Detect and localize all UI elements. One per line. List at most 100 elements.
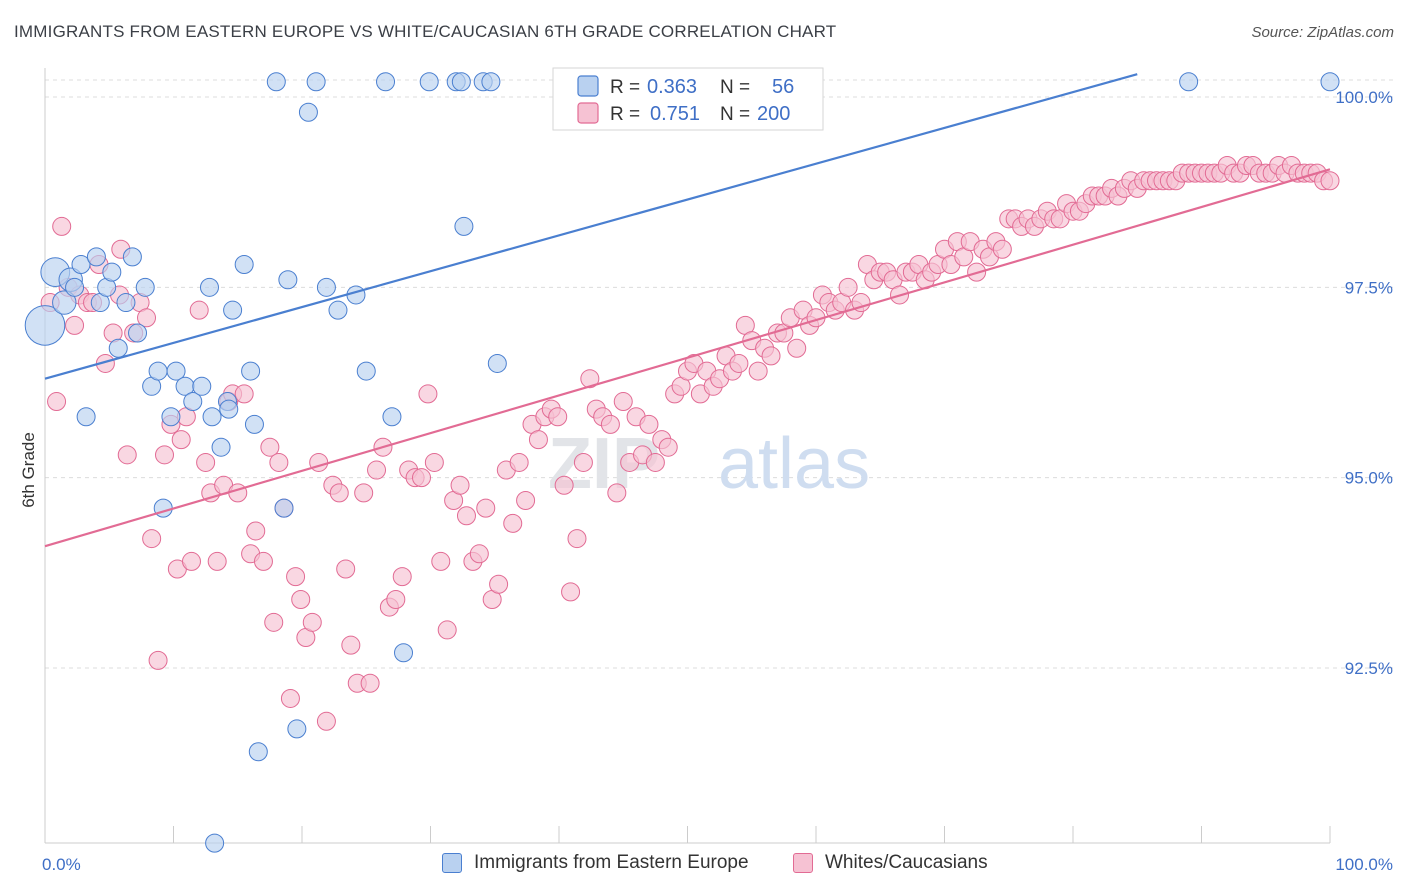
eastern-europe-point-34	[248, 742, 268, 762]
y-axis-label: 6th Grade	[19, 432, 38, 508]
whites-point-58	[386, 589, 406, 609]
eastern-europe-point-26	[205, 833, 225, 853]
whites-point-92	[607, 483, 627, 503]
whites-point-72	[476, 498, 496, 518]
legend-n-label-blue: N =	[720, 77, 750, 98]
eastern-europe-point-20	[166, 361, 186, 381]
whites-point-55	[367, 460, 387, 480]
whites-point-100	[658, 437, 678, 457]
legend-swatch-pink	[577, 102, 599, 124]
eastern-europe-point-53	[481, 72, 501, 92]
chart-title: IMMIGRANTS FROM EASTERN EUROPE VS WHITE/…	[14, 22, 837, 41]
whites-point-91	[600, 414, 620, 434]
whites-point-77	[509, 452, 529, 472]
whites-point-80	[528, 430, 548, 450]
whites-point-32	[228, 483, 248, 503]
whites-point-45	[302, 612, 322, 632]
legend-r-label-blue: R =	[610, 77, 640, 98]
whites-point-63	[418, 384, 438, 404]
eastern-europe-point-31	[234, 254, 254, 274]
eastern-europe-point-27	[211, 437, 231, 457]
eastern-europe-point-13	[122, 247, 142, 267]
eastern-europe-point-29	[219, 399, 239, 419]
whites-point-51	[341, 635, 361, 655]
eastern-europe-point-23	[192, 376, 212, 396]
x-tick-label-0: 0.0%	[42, 855, 81, 874]
whites-point-2	[52, 216, 72, 236]
whites-point-116	[761, 346, 781, 366]
whites-point-114	[748, 361, 768, 381]
whites-point-120	[787, 338, 807, 358]
legend-item-eastern-europe: Immigrants from Eastern Europe	[442, 852, 749, 874]
eastern-europe-trend-line	[44, 73, 1138, 380]
whites-point-33	[234, 384, 254, 404]
whites-point-53	[354, 483, 374, 503]
eastern-europe-point-7	[86, 247, 106, 267]
whites-point-39	[269, 452, 289, 472]
whites-point-97	[639, 414, 659, 434]
whites-point-25	[189, 300, 209, 320]
whites-point-62	[412, 468, 432, 488]
legend-swatch-eastern-europe	[442, 853, 462, 873]
whites-point-4	[65, 315, 85, 335]
whites-point-38	[264, 612, 284, 632]
whites-point-19	[155, 445, 175, 465]
eastern-europe-point-56	[1320, 72, 1340, 92]
y-tick-label-0: 92.5%	[1345, 659, 1393, 678]
eastern-europe-point-45	[376, 72, 396, 92]
watermark: ZIP atlas	[548, 424, 870, 504]
eastern-europe-point-35	[266, 72, 286, 92]
eastern-europe-point-44	[356, 361, 376, 381]
eastern-europe-point-38	[287, 719, 307, 739]
y-tick-label-1: 95.0%	[1345, 469, 1393, 488]
trend-lines	[44, 73, 1331, 548]
y-tick-labels: 92.5% 95.0% 97.5% 100.0%	[1335, 88, 1393, 678]
whites-point-59	[392, 567, 412, 587]
whites-point-18	[148, 650, 168, 670]
eastern-europe-point-4	[65, 277, 85, 297]
eastern-europe-point-25	[202, 407, 222, 427]
whites-point-41	[280, 688, 300, 708]
eastern-europe-point-0	[24, 305, 66, 346]
whites-point-203	[1320, 171, 1340, 191]
whites-point-35	[246, 521, 266, 541]
eastern-europe-point-14	[128, 323, 148, 343]
eastern-europe-point-33	[244, 414, 264, 434]
legend-n-value-pink: 200	[757, 103, 790, 125]
whites-point-50	[336, 559, 356, 579]
whites-point-1	[47, 392, 67, 412]
whites-point-128	[838, 277, 858, 297]
whites-point-152	[992, 239, 1012, 259]
legend-box: R = 0.363 N = 56 R = 0.751 N = 200	[552, 67, 824, 131]
whites-point-17	[142, 529, 162, 549]
whites-point-87	[573, 452, 593, 472]
legend-r-value-pink: 0.751	[650, 103, 700, 125]
eastern-europe-point-11	[108, 338, 128, 358]
whites-point-49	[329, 483, 349, 503]
whites-point-111	[729, 353, 749, 373]
eastern-europe-point-41	[316, 277, 336, 297]
whites-point-36	[253, 551, 273, 571]
whites-point-54	[360, 673, 380, 693]
eastern-europe-point-2	[52, 290, 77, 315]
whites-point-16	[137, 308, 157, 328]
whites-point-74	[489, 574, 509, 594]
whites-point-69	[456, 506, 476, 526]
eastern-europe-point-36	[274, 498, 294, 518]
eastern-europe-point-12	[116, 293, 136, 313]
eastern-europe-point-47	[394, 643, 414, 663]
legend-n-label-pink: N =	[720, 104, 750, 125]
whites-point-37	[260, 437, 280, 457]
legend-n-value-blue: 56	[772, 76, 794, 98]
eastern-europe-point-48	[419, 72, 439, 92]
eastern-europe-point-10	[102, 262, 122, 282]
whites-point-84	[554, 475, 574, 495]
eastern-europe-point-37	[278, 270, 298, 290]
x-tick-labels: 0.0% 100.0%	[42, 855, 1393, 874]
eastern-europe-point-15	[135, 277, 155, 297]
legend-r-label-pink: R =	[610, 104, 640, 125]
whites-point-64	[424, 452, 444, 472]
whites-point-47	[316, 711, 336, 731]
whites-point-85	[561, 582, 581, 602]
